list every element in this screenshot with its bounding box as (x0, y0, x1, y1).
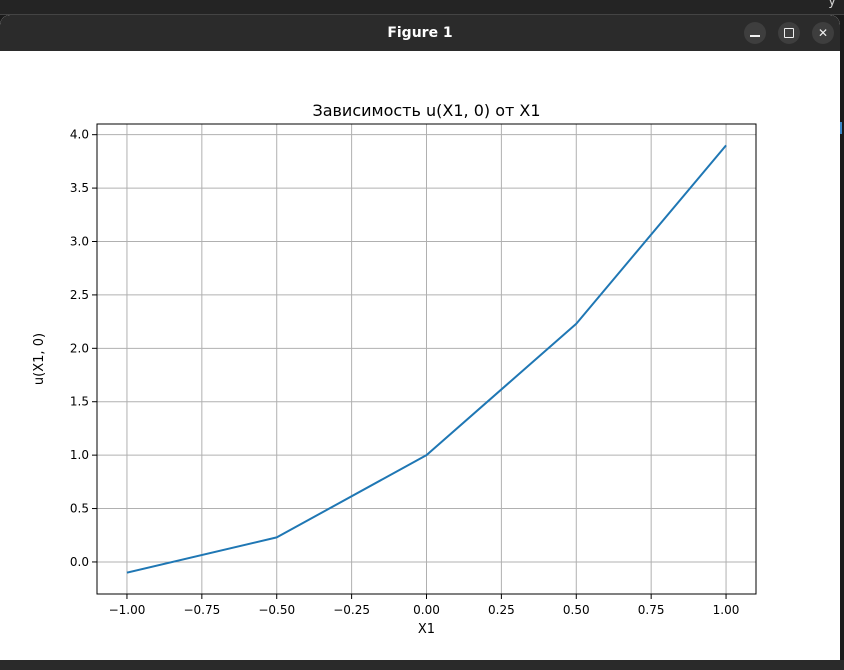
background-text-fragment: y (828, 0, 836, 9)
x-axis-label: X1 (418, 622, 435, 637)
chart-title: Зависимость u(X1, 0) от X1 (312, 101, 540, 120)
y-tick-label: 4.0 (70, 128, 89, 142)
figure-canvas[interactable]: −1.00 −0.75 −0.50 −0.25 0.00 0.25 0.50 0.75 1.00… (0, 51, 840, 661)
y-tick-label: 2.0 (70, 341, 89, 355)
close-button[interactable]: ✕ (812, 22, 834, 44)
axes-frame (96, 123, 757, 595)
x-tick-label: 0.00 (413, 603, 440, 617)
y-tick-label: 0.0 (70, 555, 89, 569)
right-edge (840, 15, 844, 661)
bottom-panel (0, 660, 844, 670)
y-tick-label: 3.0 (70, 235, 89, 249)
x-tick-label: −0.25 (333, 603, 370, 617)
series-layer (126, 144, 727, 574)
minimize-button[interactable] (744, 22, 766, 44)
title-bar[interactable]: Figure 1 ✕ (0, 15, 840, 51)
background-edge-marker (840, 122, 842, 134)
x-tick-label: −1.00 (109, 603, 146, 617)
x-tick-label: 0.75 (638, 603, 665, 617)
y-tick-label: 1.5 (70, 395, 89, 409)
background-window-strip: y (0, 0, 844, 15)
x-tick-label: 1.00 (713, 603, 740, 617)
figure-window: Figure 1 ✕ −1.00 −0.75 −0.50 −0.25 0.00 0.25 0… (0, 15, 840, 661)
x-tick-label: −0.75 (183, 603, 220, 617)
maximize-icon (784, 28, 794, 38)
x-tick-label: 0.50 (563, 603, 590, 617)
y-axis-label: u(X1, 0) (32, 333, 47, 385)
y-tick-label: 0.5 (70, 502, 89, 516)
y-tick-label: 1.0 (70, 448, 89, 462)
y-tick-label: 2.5 (70, 288, 89, 302)
x-tick-label: −0.50 (258, 603, 295, 617)
grid (97, 124, 756, 594)
minimize-icon (750, 35, 760, 37)
x-axis-ticks: −1.00 −0.75 −0.50 −0.25 0.00 0.25 0.50 0.75 1.00 (109, 594, 740, 617)
close-icon: ✕ (817, 26, 829, 40)
y-axis-ticks: 0.0 0.5 1.0 1.5 2.0 2.5 3.0 3.5 4.0 (70, 128, 97, 569)
x-tick-label: 0.25 (488, 603, 515, 617)
maximize-button[interactable] (778, 22, 800, 44)
window-title: Figure 1 (387, 25, 453, 41)
line-chart: −1.00 −0.75 −0.50 −0.25 0.00 0.25 0.50 0.75 1.00… (32, 101, 757, 637)
y-tick-label: 3.5 (70, 181, 89, 195)
